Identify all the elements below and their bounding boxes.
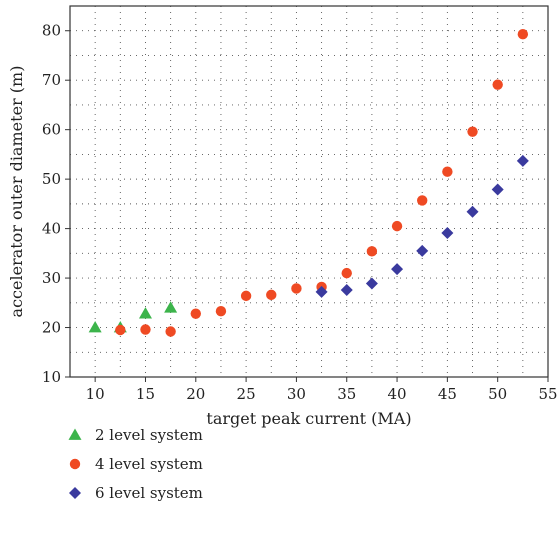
data-point (315, 285, 328, 298)
x-tick-label: 35 (337, 385, 356, 403)
legend-marker (69, 458, 81, 470)
data-point (341, 267, 352, 279)
x-tick-label: 30 (287, 385, 306, 403)
data-point (340, 283, 353, 296)
y-tick-label: 30 (42, 269, 61, 287)
legend: 2 level system 4 level system 6 level syst… (68, 426, 203, 502)
grid-lines (70, 6, 548, 377)
data-point (164, 301, 178, 313)
data-point (517, 28, 529, 40)
y-axis-label: accelerator outer diameter (m) (7, 66, 26, 318)
data-points (88, 28, 529, 337)
y-tick-label: 20 (42, 319, 61, 337)
legend-label: 6 level system (95, 484, 203, 502)
data-point (416, 244, 429, 257)
data-point (88, 321, 102, 333)
series-diamond (315, 154, 529, 298)
series-circle (115, 28, 529, 337)
data-point (391, 263, 404, 276)
legend-item: 4 level system (69, 455, 203, 473)
series-triangle (88, 301, 178, 333)
data-point (441, 227, 454, 240)
data-point (467, 126, 478, 137)
y-tick-label: 60 (42, 121, 61, 139)
data-point (442, 166, 453, 177)
legend-marker (69, 487, 81, 499)
data-point (516, 154, 529, 167)
data-point (190, 308, 201, 319)
x-tick-label: 10 (86, 385, 105, 403)
x-tick-label: 20 (186, 385, 205, 403)
data-point (391, 220, 403, 232)
data-point (115, 324, 126, 336)
y-tick-label: 70 (42, 71, 61, 89)
data-point (140, 324, 151, 335)
legend-label: 2 level system (95, 426, 203, 444)
y-tick-label: 40 (42, 220, 61, 238)
legend-item: 6 level system (69, 484, 203, 502)
data-point (365, 277, 378, 290)
data-point (492, 79, 503, 90)
data-point (491, 183, 504, 196)
legend-marker (68, 428, 82, 440)
y-tick-label: 10 (42, 368, 61, 386)
data-point (240, 290, 252, 302)
data-point (366, 246, 378, 257)
data-point (215, 306, 227, 317)
data-point (138, 307, 152, 319)
legend-label: 4 level system (95, 455, 203, 473)
x-tick-label: 25 (237, 385, 256, 403)
y-tick-label: 80 (42, 22, 61, 40)
x-tick-label: 40 (388, 385, 407, 403)
y-tick-label: 50 (42, 170, 61, 188)
x-tick-label: 55 (538, 385, 557, 403)
x-axis-label: target peak current (MA) (206, 409, 411, 428)
data-point (466, 205, 479, 218)
x-tick-label: 50 (488, 385, 507, 403)
plot-area-frame (69, 5, 549, 378)
x-tick-label: 45 (438, 385, 457, 403)
legend-item: 2 level system (68, 426, 203, 444)
data-point (417, 195, 428, 206)
x-tick-label: 15 (136, 385, 155, 403)
axis-ticks: 10 15 20 25 30 35 40 45 50 55 10 20 30 40 50 60 70 80 (42, 22, 558, 403)
data-point (165, 326, 176, 337)
data-point (291, 283, 302, 294)
data-point (266, 289, 277, 301)
